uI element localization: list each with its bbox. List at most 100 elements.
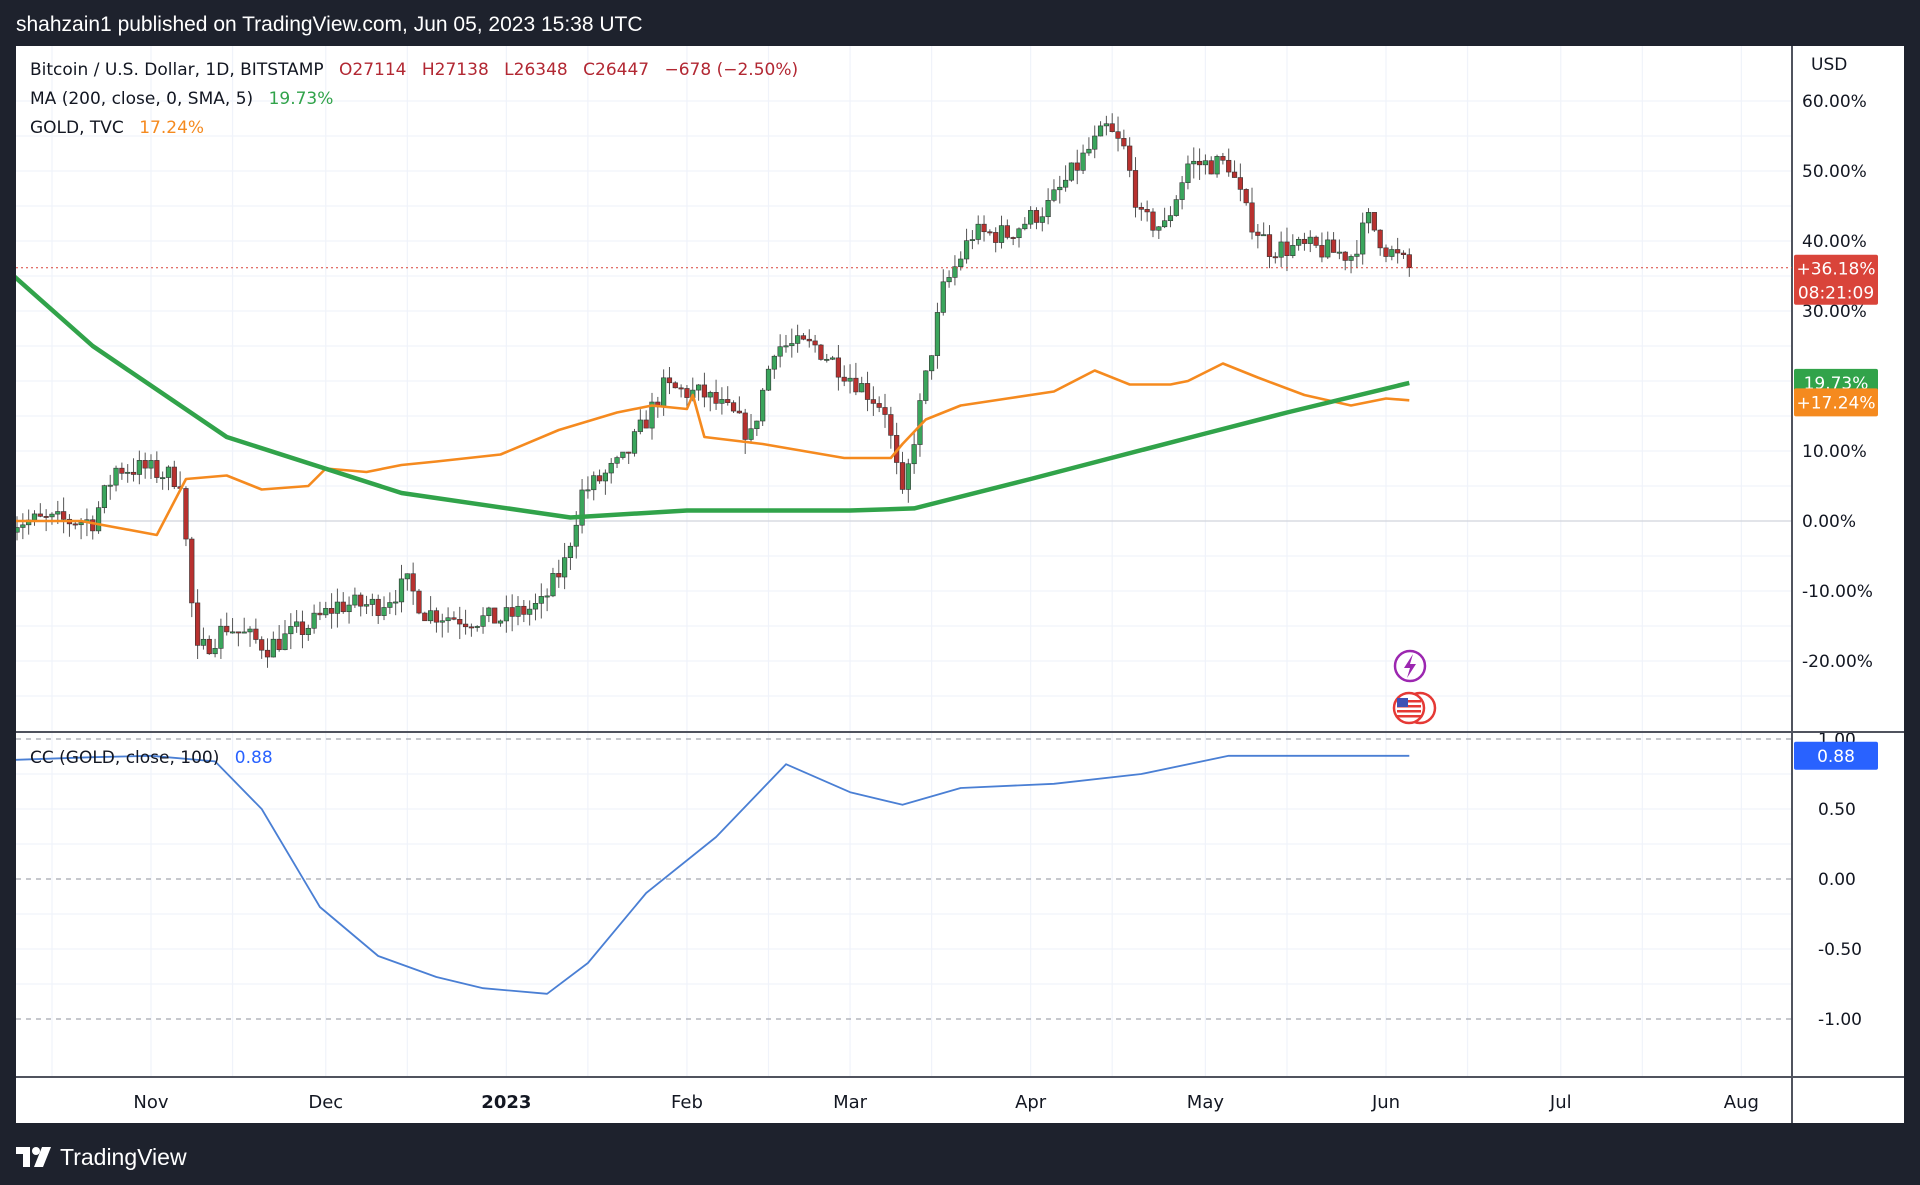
candle (1051, 179, 1057, 203)
svg-text:0.88: 0.88 (1817, 747, 1855, 767)
candle (1383, 244, 1389, 263)
candle (969, 230, 975, 250)
chart-canvas[interactable]: 60.00%50.00%40.00%30.00%20.00%10.00%0.00… (16, 46, 1904, 1123)
ma-label[interactable]: MA (200, close, 0, SMA, 5) (30, 89, 254, 109)
candle (1196, 148, 1203, 180)
ma-legend-value: 19.73% (268, 89, 334, 109)
candle (398, 564, 405, 613)
candle (125, 464, 131, 483)
candle (1045, 188, 1051, 225)
candle (643, 410, 649, 429)
gold-line[interactable] (16, 362, 1410, 537)
candle (608, 458, 614, 484)
candle (1167, 206, 1174, 228)
candle (480, 607, 486, 634)
candle (1389, 245, 1395, 261)
cc-y-tick-label: 0.50 (1818, 800, 1856, 820)
cc-y-tick-label: -1.00 (1818, 1010, 1862, 1030)
candle (49, 512, 55, 525)
candle (701, 372, 708, 408)
ma-line[interactable] (16, 238, 1410, 520)
candle (1319, 232, 1325, 263)
candle (719, 387, 725, 415)
candle (218, 618, 224, 659)
candle (130, 458, 137, 482)
cc-label[interactable]: CC (GOLD, close, 100) (30, 748, 220, 768)
cc-legend-value: 0.88 (234, 748, 273, 768)
tradingview-logo-icon (16, 1147, 51, 1167)
y-tick-label: 40.00% (1802, 232, 1867, 252)
candle (987, 229, 993, 236)
candle (1074, 149, 1080, 185)
candle (981, 215, 987, 242)
candle (31, 510, 38, 526)
candle (1342, 251, 1348, 271)
candle (195, 589, 201, 660)
cc-line[interactable] (16, 754, 1410, 995)
gold-label[interactable]: GOLD, TVC (30, 118, 124, 138)
ma-legend: MA (200, close, 0, SMA, 5) 19.73% (30, 89, 333, 109)
tradingview-logo[interactable]: TradingView (16, 1144, 187, 1170)
candle (509, 594, 515, 632)
candle (462, 609, 469, 635)
candle (1202, 154, 1209, 175)
candle (1109, 113, 1115, 133)
candle (503, 595, 509, 633)
candle (299, 610, 306, 649)
candle (870, 386, 876, 416)
candle (532, 593, 539, 621)
candle (1156, 226, 1162, 240)
candle (1086, 137, 1092, 156)
candle (154, 451, 160, 483)
candle (777, 334, 783, 368)
candle (864, 371, 871, 412)
symbol-label[interactable]: Bitcoin / U.S. Dollar, 1D, BITSTAMP (30, 60, 324, 80)
candle (1115, 116, 1121, 152)
candle (1377, 229, 1383, 256)
candle (119, 462, 125, 480)
candle (1336, 239, 1342, 260)
candle (259, 636, 265, 659)
footer: TradingView (0, 1123, 1920, 1185)
candle (1144, 200, 1150, 222)
candle (497, 619, 504, 627)
candle (637, 409, 643, 435)
candle (90, 515, 96, 540)
candle (317, 601, 323, 621)
candle (1231, 160, 1238, 178)
candle (1057, 175, 1063, 204)
candle (1150, 208, 1156, 238)
candle (1121, 129, 1127, 150)
candle (527, 600, 533, 626)
lightning-event-icon[interactable] (1393, 649, 1427, 683)
price-tag-gold: +17.24% (1794, 388, 1878, 417)
candle (1249, 187, 1255, 240)
candle (923, 370, 929, 405)
candle (742, 408, 748, 454)
candle (1266, 225, 1273, 269)
candle (1208, 156, 1214, 175)
candle (1330, 232, 1337, 253)
candle (474, 625, 480, 632)
candle (428, 596, 434, 624)
candle (37, 503, 43, 518)
candle (829, 355, 836, 361)
candle (66, 514, 73, 537)
candle (1301, 232, 1308, 251)
candle (1097, 121, 1104, 137)
candle (859, 376, 865, 393)
candle (468, 623, 475, 637)
candle (963, 228, 970, 264)
candle (585, 476, 591, 499)
us-flag-event-icon[interactable] (1392, 691, 1437, 725)
candle (1138, 202, 1144, 221)
price-legend: Bitcoin / U.S. Dollar, 1D, BITSTAMP O271… (30, 60, 798, 80)
candle (1039, 207, 1045, 232)
candle (288, 613, 294, 650)
x-tick-label: Aug (1724, 1092, 1759, 1113)
candle (958, 251, 964, 271)
close-value: C26447 (583, 60, 650, 80)
candle (1226, 148, 1232, 177)
candle (276, 625, 282, 652)
candle (369, 593, 375, 617)
